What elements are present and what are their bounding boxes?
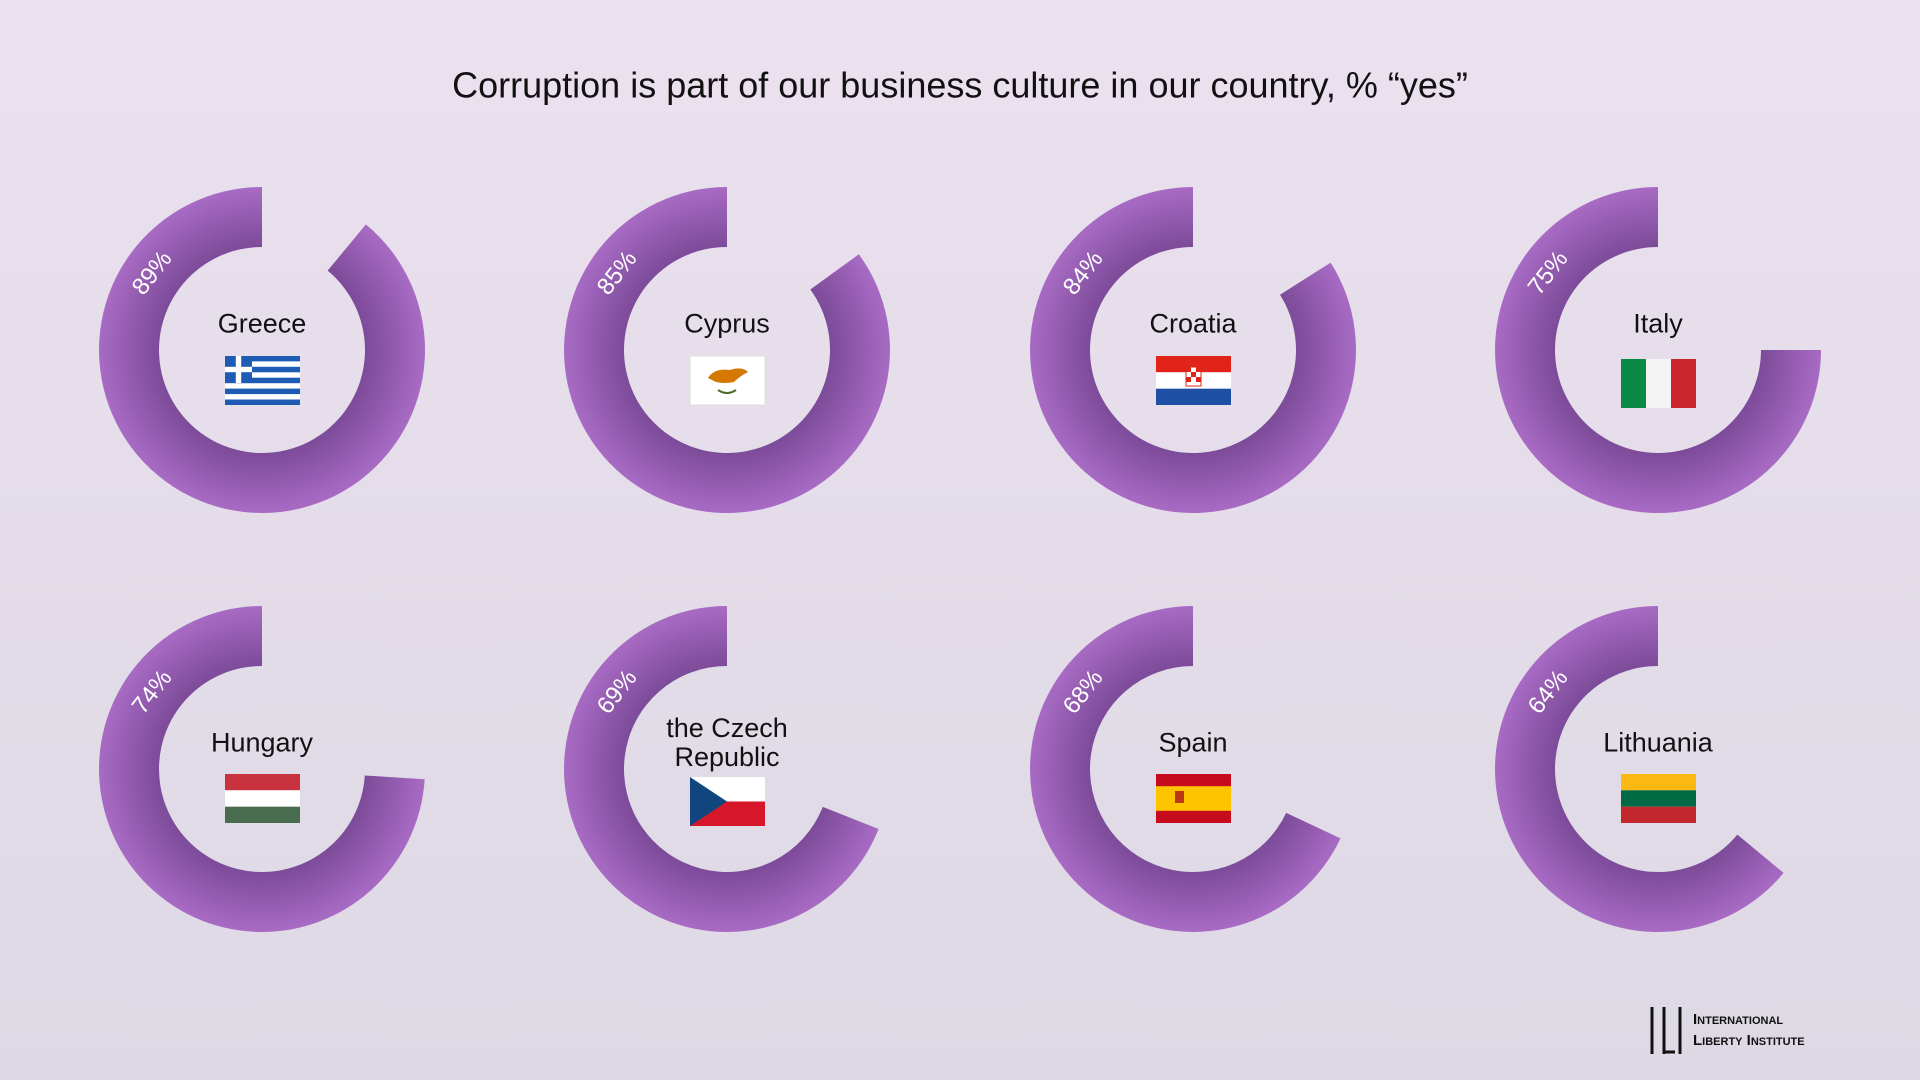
- logo: International Liberty Institute: [1650, 1007, 1805, 1054]
- donut-arc: [99, 187, 426, 513]
- chart-title: Corruption is part of our business cultu…: [452, 65, 1468, 106]
- category-label: Spain: [1158, 727, 1228, 758]
- category-label: Hungary: [210, 727, 314, 758]
- donut-arc: [564, 606, 879, 932]
- flag-croatia: [1156, 356, 1231, 405]
- flag-lithuania: [1621, 774, 1696, 823]
- flag-hungary: [225, 774, 300, 823]
- donut-arc: [98, 606, 425, 932]
- donut-arc: [1030, 187, 1356, 513]
- logo-text: Liberty Institute: [1693, 1032, 1805, 1049]
- donut-arc: [563, 187, 890, 513]
- donut-arc: [1495, 187, 1821, 513]
- flags: [225, 355, 1696, 826]
- category-label: Greece: [217, 308, 307, 339]
- category-label: the Czech Republic: [666, 713, 788, 772]
- flag-spain: [1156, 774, 1231, 823]
- flag-cyprus: [689, 355, 766, 406]
- donut-arc: [1030, 606, 1341, 933]
- category-label: Cyprus: [684, 308, 770, 339]
- category-label: Italy: [1633, 308, 1683, 339]
- category-label: Croatia: [1149, 308, 1237, 339]
- flag-greece: [225, 356, 300, 405]
- donut-arc: [1494, 606, 1784, 932]
- flag-czech: [690, 777, 765, 826]
- flag-italy: [1621, 359, 1696, 408]
- logo-text: International: [1693, 1011, 1783, 1028]
- category-label: Lithuania: [1603, 727, 1713, 758]
